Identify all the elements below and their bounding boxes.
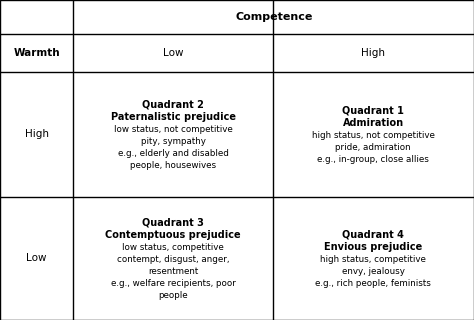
Text: envy, jealousy: envy, jealousy [342,267,405,276]
Text: pride, admiration: pride, admiration [336,143,411,152]
Text: Paternalistic prejudice: Paternalistic prejudice [110,112,236,122]
Text: e.g., elderly and disabled: e.g., elderly and disabled [118,149,228,158]
Text: Quadrant 3: Quadrant 3 [142,217,204,227]
Text: resentment: resentment [148,267,198,276]
Text: Low: Low [163,48,183,58]
Text: low status, competitive: low status, competitive [122,244,224,252]
Text: Quadrant 1: Quadrant 1 [342,105,404,115]
Text: pity, sympathy: pity, sympathy [141,137,205,146]
Text: Warmth: Warmth [13,48,60,58]
Text: Low: Low [27,253,47,263]
Text: Quadrant 4: Quadrant 4 [342,229,404,239]
Text: e.g., in-group, close allies: e.g., in-group, close allies [317,155,429,164]
Text: high status, not competitive: high status, not competitive [312,131,435,140]
Text: Quadrant 2: Quadrant 2 [142,99,204,109]
Text: e.g., rich people, feminists: e.g., rich people, feminists [315,279,431,288]
Text: High: High [361,48,385,58]
Text: people, housewives: people, housewives [130,161,216,170]
Text: Competence: Competence [235,12,312,22]
Text: low status, not competitive: low status, not competitive [114,125,232,134]
Text: high status, competitive: high status, competitive [320,255,426,264]
Text: e.g., welfare recipients, poor: e.g., welfare recipients, poor [110,279,236,288]
Text: Admiration: Admiration [343,118,404,128]
Text: contempt, disgust, anger,: contempt, disgust, anger, [117,255,229,264]
Text: people: people [158,291,188,300]
Text: Envious prejudice: Envious prejudice [324,242,422,252]
Text: Contemptuous prejudice: Contemptuous prejudice [105,230,241,240]
Text: High: High [25,129,49,140]
